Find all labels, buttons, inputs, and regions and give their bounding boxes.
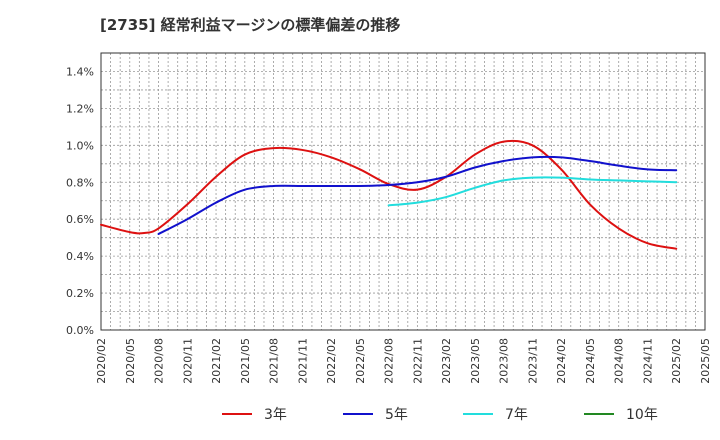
plot-area (101, 53, 705, 330)
x-tick-label: 2023/08 (498, 338, 511, 384)
x-tick-label: 2021/08 (268, 338, 281, 384)
plot-border (100, 52, 706, 331)
series-line-1 (100, 139, 678, 250)
x-tick-label: 2020/08 (153, 338, 166, 384)
x-tick-label: 2023/11 (526, 338, 539, 384)
series-line-2 (157, 155, 678, 235)
x-tick-label: 2022/08 (383, 338, 396, 384)
legend-label: 3年 (264, 407, 287, 423)
x-tick-label: 2022/02 (325, 338, 338, 384)
y-tick-label: 1.4% (66, 65, 94, 78)
x-tick-label: 2022/05 (354, 338, 367, 384)
x-tick-label: 2025/05 (699, 338, 712, 384)
legend-label: 7年 (505, 407, 528, 423)
y-tick-label: 0.6% (66, 213, 94, 226)
x-tick-label: 2020/05 (124, 338, 137, 384)
x-tick-label: 2022/11 (411, 338, 424, 384)
y-tick-label: 0.8% (66, 176, 94, 189)
x-tick-label: 2024/02 (555, 338, 568, 384)
legend-label: 5年 (385, 407, 408, 423)
x-tick-label: 2020/02 (95, 338, 108, 384)
x-tick-label: 2021/02 (210, 338, 223, 384)
x-tick-label: 2021/05 (239, 338, 252, 384)
x-tick-label: 2023/02 (440, 338, 453, 384)
x-tick-label: 2025/02 (670, 338, 683, 384)
series-line-3 (387, 176, 678, 207)
x-tick-label: 2021/11 (296, 338, 309, 384)
x-tick-label: 2023/05 (469, 338, 482, 384)
y-tick-label: 1.0% (66, 139, 94, 152)
y-tick-label: 0.2% (66, 287, 94, 300)
chart-title: [2735] 経常利益マージンの標準偏差の推移 (100, 16, 401, 34)
x-tick-label: 2024/11 (641, 338, 654, 384)
x-tick-label: 2024/05 (584, 338, 597, 384)
y-tick-label: 0.0% (66, 324, 94, 337)
legend-label: 10年 (626, 407, 658, 423)
x-tick-label: 2020/11 (181, 338, 194, 384)
x-tick-label: 2024/08 (613, 338, 626, 384)
y-tick-label: 1.2% (66, 102, 94, 115)
y-tick-label: 0.4% (66, 250, 94, 263)
